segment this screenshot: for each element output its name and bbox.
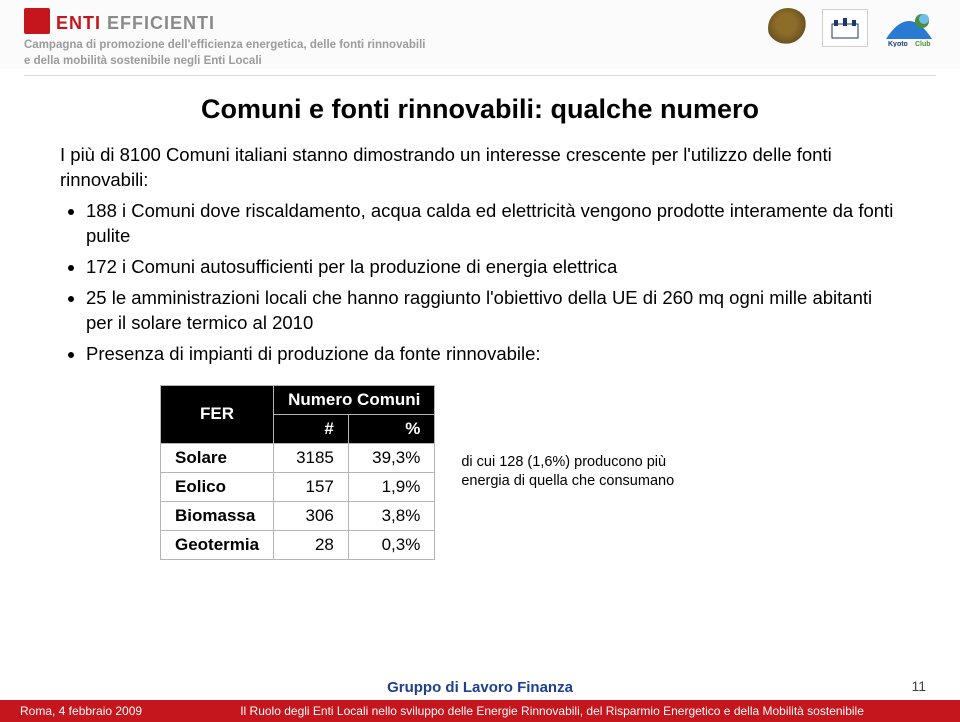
page-footer: Gruppo di Lavoro Finanza Roma, 4 febbrai… (0, 679, 960, 722)
brand-text: ENTI EFFICIENTI (56, 13, 215, 34)
table-zone: FER Numero Comuni # % Solare 3185 39,3% … (160, 385, 900, 560)
body-text: I più di 8100 Comuni italiani stanno dim… (60, 143, 900, 367)
table-row: Geotermia 28 0,3% (161, 530, 435, 559)
anci-logo-icon (822, 9, 868, 47)
tagline-line-2: e della mobilità sostenibile negli Enti … (24, 55, 262, 67)
row-count: 28 (274, 530, 349, 559)
sponsor-logos: Kyoto Club (768, 8, 936, 48)
row-count: 157 (274, 472, 349, 501)
row-label: Geotermia (161, 530, 274, 559)
fer-table: FER Numero Comuni # % Solare 3185 39,3% … (160, 385, 435, 560)
tagline-line-1: Campagna di promozione dell'efficienza e… (24, 39, 425, 51)
list-item: 172 i Comuni autosufficienti per la prod… (86, 255, 900, 280)
list-item: 188 i Comuni dove riscaldamento, acqua c… (86, 199, 900, 249)
row-pct: 1,9% (348, 472, 434, 501)
anci-castle-icon (826, 14, 864, 42)
brand-word-a: ENTI (56, 13, 101, 33)
table-row: Eolico 157 1,9% (161, 472, 435, 501)
footer-subtitle: Il Ruolo degli Enti Locali nello svilupp… (164, 704, 940, 718)
svg-text:Club: Club (915, 41, 931, 47)
bullet-list: 188 i Comuni dove riscaldamento, acqua c… (60, 199, 900, 367)
footer-bar: Roma, 4 febbraio 2009 Il Ruolo degli Ent… (0, 700, 960, 722)
list-item: 25 le amministrazioni locali che hanno r… (86, 286, 900, 336)
row-count: 306 (274, 501, 349, 530)
brand-logo: ENTI EFFICIENTI (24, 8, 768, 34)
brand-word-b: EFFICIENTI (107, 13, 215, 33)
th-numero-comuni: Numero Comuni (274, 385, 435, 414)
th-count: # (274, 414, 349, 443)
row-count: 3185 (274, 443, 349, 472)
italy-emblem-icon (768, 8, 808, 48)
kyoto-club-logo-icon: Kyoto Club (882, 9, 936, 47)
brand-mark-icon (24, 8, 50, 34)
eolico-side-note: di cui 128 (1,6%) producono più energia … (461, 453, 711, 491)
row-label: Biomassa (161, 501, 274, 530)
table-row: Biomassa 306 3,8% (161, 501, 435, 530)
row-label: Solare (161, 443, 274, 472)
intro-text: I più di 8100 Comuni italiani stanno dim… (60, 143, 900, 193)
page-header: ENTI EFFICIENTI Campagna di promozione d… (0, 0, 960, 69)
brand-tagline: Campagna di promozione dell'efficienza e… (24, 38, 768, 69)
footer-group-label: Gruppo di Lavoro Finanza (0, 679, 960, 696)
row-pct: 0,3% (348, 530, 434, 559)
table-row: Solare 3185 39,3% (161, 443, 435, 472)
svg-text:Kyoto: Kyoto (888, 41, 908, 47)
slide-body: Comuni e fonti rinnovabili: qualche nume… (0, 76, 960, 560)
row-label: Eolico (161, 472, 274, 501)
row-pct: 3,8% (348, 501, 434, 530)
slide-title: Comuni e fonti rinnovabili: qualche nume… (60, 94, 900, 125)
th-fer: FER (161, 385, 274, 443)
row-pct: 39,3% (348, 443, 434, 472)
footer-date: Roma, 4 febbraio 2009 (20, 704, 142, 718)
header-left: ENTI EFFICIENTI Campagna di promozione d… (24, 8, 768, 69)
list-item: Presenza di impianti di produzione da fo… (86, 342, 900, 367)
th-pct: % (348, 414, 434, 443)
